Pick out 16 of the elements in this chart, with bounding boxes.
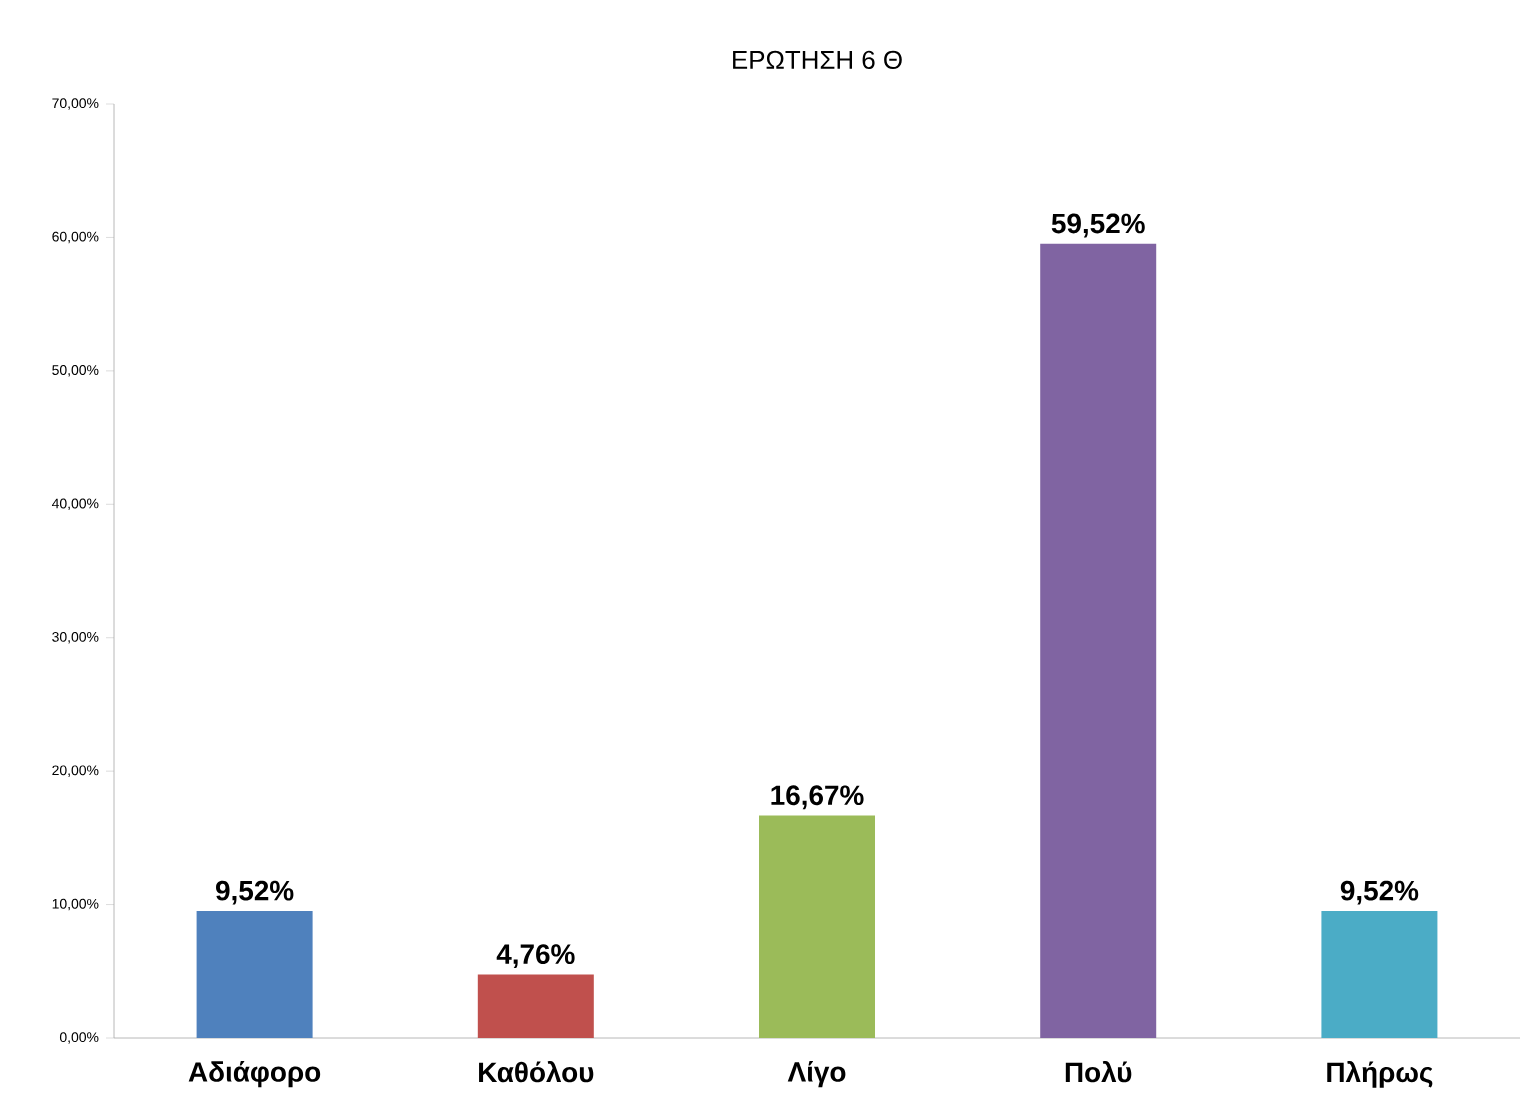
bar bbox=[1040, 243, 1157, 1038]
x-tick-label: Πολύ bbox=[1065, 1061, 1132, 1083]
x-tick-label: Αδιάφορο bbox=[188, 1061, 321, 1088]
bar bbox=[1321, 910, 1438, 1038]
bar bbox=[477, 974, 594, 1038]
x-tick-label: Καθόλου bbox=[479, 1061, 594, 1083]
x-tick-label: Πλήρως bbox=[1327, 1061, 1433, 1088]
data-label: 4,76% bbox=[496, 944, 575, 969]
bar bbox=[196, 910, 313, 1038]
chart-title: ΕΡΩΤΗΣΗ 6 Θ bbox=[733, 50, 902, 70]
bar bbox=[759, 815, 876, 1038]
data-label: 16,67% bbox=[771, 785, 864, 810]
x-tick-label: Λίγο bbox=[787, 1061, 846, 1088]
data-label: 9,52% bbox=[216, 880, 294, 905]
data-label: 9,52% bbox=[1340, 880, 1419, 905]
data-label: 59,52% bbox=[1051, 213, 1145, 238]
